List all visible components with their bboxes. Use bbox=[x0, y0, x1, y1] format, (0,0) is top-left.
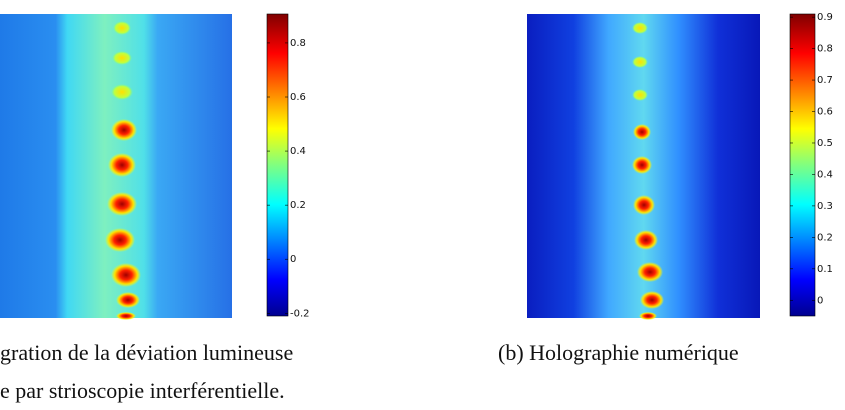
tick-label: 0.6 bbox=[290, 92, 306, 103]
colorbar-a bbox=[266, 13, 289, 317]
caption: (b) Holographie numérique bbox=[498, 340, 739, 365]
colorbar-b bbox=[789, 13, 816, 317]
tick-label: 0.8 bbox=[817, 44, 833, 55]
tick-label: 0.5 bbox=[817, 138, 833, 149]
tick-label: 0.4 bbox=[290, 146, 306, 157]
tick-label: 0.6 bbox=[817, 107, 833, 118]
tick-label: 0.9 bbox=[817, 12, 833, 23]
tick-label: 0.1 bbox=[817, 264, 833, 275]
tick-label: 0 bbox=[290, 254, 296, 265]
tick-label: 0.8 bbox=[290, 38, 306, 49]
tick-label: 0 bbox=[817, 295, 823, 306]
tick-label: 0.2 bbox=[290, 200, 306, 211]
tick-label: 0.2 bbox=[817, 232, 833, 243]
image-b bbox=[527, 14, 760, 320]
tick-label: 0.4 bbox=[817, 169, 833, 180]
tick-label: -0.2 bbox=[290, 308, 310, 319]
caption: e par strioscopie interférentielle. bbox=[0, 378, 285, 403]
tick-label: 0.3 bbox=[817, 201, 833, 212]
image-a bbox=[0, 14, 232, 320]
tick-label: 0.7 bbox=[817, 75, 833, 86]
caption: gration de la déviation lumineuse bbox=[0, 340, 293, 365]
